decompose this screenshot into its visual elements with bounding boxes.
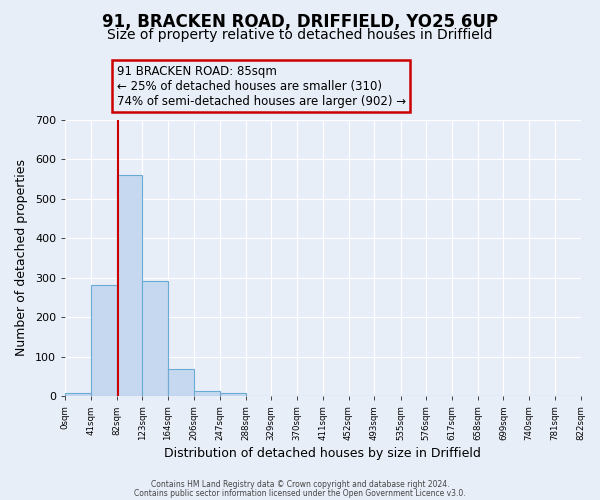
Text: 91 BRACKEN ROAD: 85sqm
← 25% of detached houses are smaller (310)
74% of semi-de: 91 BRACKEN ROAD: 85sqm ← 25% of detached…: [116, 64, 406, 108]
Bar: [142, 280, 168, 396]
Y-axis label: Number of detached properties: Number of detached properties: [15, 160, 28, 356]
Bar: [65, 393, 91, 396]
X-axis label: Distribution of detached houses by size in Driffield: Distribution of detached houses by size …: [164, 447, 481, 460]
Bar: [91, 284, 116, 396]
Text: Contains HM Land Registry data © Crown copyright and database right 2024.: Contains HM Land Registry data © Crown c…: [151, 480, 449, 489]
Text: Size of property relative to detached houses in Driffield: Size of property relative to detached ho…: [107, 28, 493, 42]
Bar: [168, 370, 194, 396]
Bar: [116, 175, 142, 396]
Text: 91, BRACKEN ROAD, DRIFFIELD, YO25 6UP: 91, BRACKEN ROAD, DRIFFIELD, YO25 6UP: [102, 12, 498, 30]
Bar: [220, 392, 245, 396]
Text: Contains public sector information licensed under the Open Government Licence v3: Contains public sector information licen…: [134, 488, 466, 498]
Bar: [194, 390, 220, 396]
